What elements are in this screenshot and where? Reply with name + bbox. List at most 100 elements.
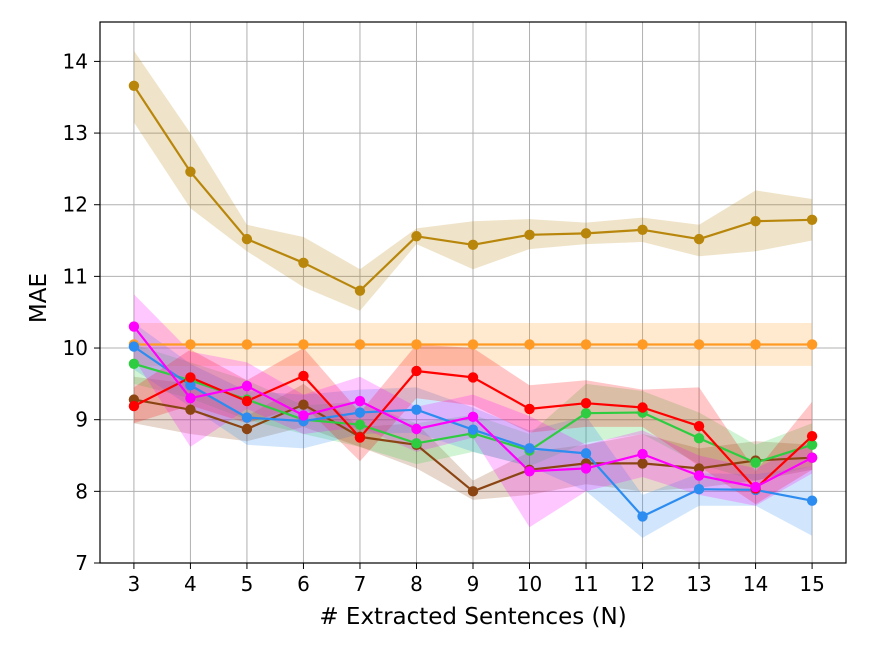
y-tick-label: 14 xyxy=(63,49,88,73)
tick-layer: 3 4 5 6 7 8 9 10 11 12 13 14 15 7 8 9 10 11 12 13 14 xyxy=(63,49,825,596)
series-brown-point xyxy=(241,423,253,435)
y-tick-label: 10 xyxy=(63,336,88,360)
series-gold-point xyxy=(524,229,535,241)
series-orange-point xyxy=(806,339,818,350)
series-blue-point xyxy=(241,412,253,423)
series-magenta-point xyxy=(354,395,366,407)
series-gold-point xyxy=(750,216,761,227)
series-brown-point xyxy=(637,458,648,469)
series-magenta-band xyxy=(133,294,813,528)
series-green-point xyxy=(128,358,140,369)
series-magenta-point xyxy=(411,423,422,435)
series-red-point xyxy=(354,432,366,443)
series-magenta-point xyxy=(467,411,479,423)
x-tick-label: 5 xyxy=(241,572,254,596)
y-tick-label: 9 xyxy=(75,408,88,432)
series-red-point xyxy=(524,403,535,415)
series-gold-point xyxy=(637,224,648,236)
series-magenta-point xyxy=(524,466,535,477)
series-brown-point xyxy=(298,399,309,410)
y-tick-label: 13 xyxy=(63,121,88,145)
y-tick-label: 11 xyxy=(63,264,88,288)
x-tick-label: 12 xyxy=(630,572,655,596)
series-orange-point xyxy=(580,339,592,350)
series-green-point xyxy=(693,433,705,444)
x-tick-label: 11 xyxy=(573,572,598,596)
series-orange-point xyxy=(185,339,196,350)
series-blue-point xyxy=(185,380,196,391)
series-gold-point xyxy=(806,214,818,225)
series-magenta-point xyxy=(185,392,196,404)
series-gold-point xyxy=(354,285,366,296)
x-tick-label: 8 xyxy=(410,572,423,596)
x-tick-label: 14 xyxy=(743,572,768,596)
x-tick-label: 10 xyxy=(517,572,542,596)
series-blue-point xyxy=(580,448,592,459)
series-orange-point xyxy=(354,339,366,350)
y-tick-label: 7 xyxy=(75,551,88,575)
series-red-point xyxy=(637,402,648,413)
series-red-point xyxy=(298,370,309,382)
series-green-point xyxy=(411,438,422,449)
series-magenta-point xyxy=(241,380,253,392)
series-brown-point xyxy=(693,463,705,474)
series-gold-point xyxy=(467,239,479,251)
series-blue-point xyxy=(637,511,648,522)
series-blue-point xyxy=(354,407,366,418)
series-blue-point xyxy=(411,404,422,415)
series-magenta-point xyxy=(693,470,705,481)
series-red-point xyxy=(467,372,479,383)
y-tick-label: 12 xyxy=(63,193,88,217)
series-gold-point xyxy=(298,257,309,268)
y-axis-label: MAE xyxy=(26,273,52,323)
series-blue-point xyxy=(128,341,140,352)
x-tick-label: 13 xyxy=(686,572,711,596)
series-red-band xyxy=(133,344,813,505)
series-gold-band xyxy=(133,50,813,311)
series-blue-point xyxy=(524,443,535,454)
series-magenta-point xyxy=(128,321,140,332)
series-gold-point xyxy=(411,231,422,242)
series-red-point xyxy=(241,395,253,407)
series-green-point xyxy=(580,408,592,419)
series-blue-point xyxy=(806,495,818,506)
series-brown-point xyxy=(467,486,479,497)
series-red-point xyxy=(806,430,818,442)
series-gold-point xyxy=(185,166,196,177)
series-orange-point xyxy=(693,339,705,350)
series-orange-point xyxy=(524,339,535,350)
series-orange-point xyxy=(467,339,479,350)
x-tick-label: 4 xyxy=(184,572,197,596)
series-brown-point xyxy=(185,404,196,415)
series-orange-point xyxy=(750,339,761,350)
series-orange-point xyxy=(241,339,253,350)
series-blue-point xyxy=(467,424,479,435)
series-red-point xyxy=(693,420,705,432)
series-red-point xyxy=(580,398,592,409)
series-blue-point xyxy=(693,483,705,495)
series-red-point xyxy=(128,400,140,412)
x-axis-label: # Extracted Sentences (N) xyxy=(319,604,626,630)
x-tick-label: 7 xyxy=(354,572,367,596)
series-gold-point xyxy=(241,233,253,245)
series-green-point xyxy=(806,439,818,450)
series-red-point xyxy=(411,365,422,377)
series-orange-point xyxy=(411,339,422,350)
series-green-band xyxy=(133,344,813,481)
y-tick-label: 8 xyxy=(75,479,88,503)
series-red-point xyxy=(185,372,196,383)
x-tick-label: 3 xyxy=(128,572,141,596)
series-magenta-point xyxy=(637,448,648,460)
x-tick-label: 9 xyxy=(467,572,480,596)
series-green-point xyxy=(750,457,761,468)
series-gold-point xyxy=(693,233,705,245)
x-tick-label: 15 xyxy=(799,572,824,596)
series-magenta-point xyxy=(806,452,818,463)
series-gold-point xyxy=(580,228,592,239)
series-green-point xyxy=(354,419,366,430)
series-orange-point xyxy=(298,339,309,350)
marker-layer xyxy=(128,80,818,522)
series-magenta-point xyxy=(750,481,761,493)
